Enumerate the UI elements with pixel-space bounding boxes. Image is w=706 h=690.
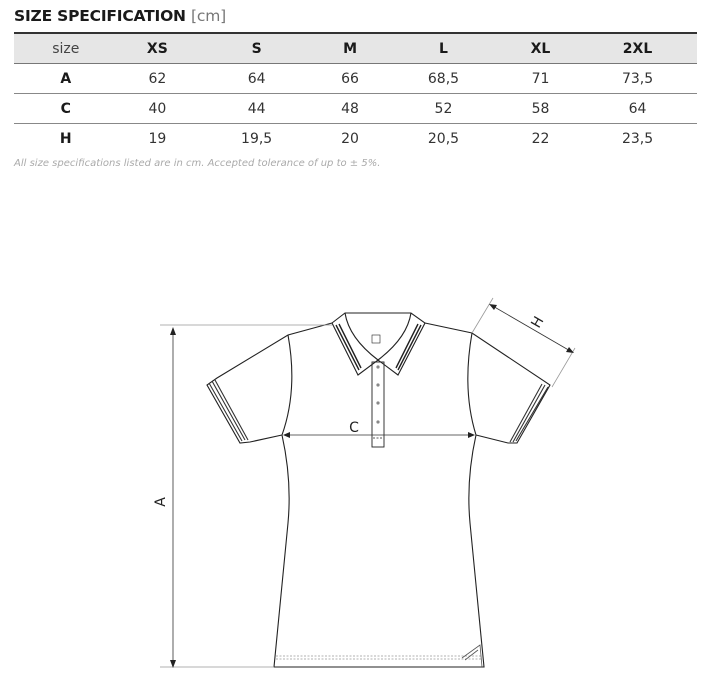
shirt-outline	[206, 312, 551, 668]
row-label: A	[60, 70, 72, 87]
table-row: H 19 19,5 20 20,5 22 23,5	[14, 123, 697, 154]
label-c: C	[349, 420, 359, 436]
cell: 22	[531, 130, 550, 147]
row-label: H	[59, 130, 72, 147]
tolerance-note: All size specifications listed are in cm…	[14, 158, 381, 169]
header-size: size	[52, 40, 80, 57]
cell: 23,5	[621, 130, 654, 147]
table-header-row: size XS S M L XL 2XL	[14, 33, 697, 64]
arrowheads	[170, 304, 574, 668]
cell: 48	[341, 100, 359, 117]
buttons	[376, 365, 380, 424]
cell: 19,5	[241, 130, 273, 147]
cell: 68,5	[427, 70, 460, 87]
title-unit: [cm]	[191, 7, 226, 25]
cell: 73,5	[621, 70, 654, 87]
cell: 64	[247, 70, 266, 87]
header-l: L	[439, 40, 448, 57]
label-a: A	[153, 497, 169, 507]
header-2xl: 2XL	[622, 40, 653, 57]
cell: 20,5	[427, 130, 460, 147]
cell: 62	[148, 70, 167, 87]
header-xs: XS	[146, 40, 168, 57]
cell: 66	[341, 70, 359, 87]
title-text: SIZE SPECIFICATION	[14, 7, 186, 25]
size-table: size XS S M L XL 2XL A 62 64 66 68,5 71 …	[14, 32, 697, 153]
header-s: S	[251, 40, 262, 57]
measurement-lines	[160, 297, 576, 668]
cell: 58	[531, 100, 550, 117]
cell: 19	[148, 130, 167, 147]
row-label: C	[60, 100, 71, 117]
cell: 64	[628, 100, 647, 117]
page-title: SIZE SPECIFICATION [cm]	[14, 7, 226, 25]
cell: 44	[247, 100, 266, 117]
header-xl: XL	[530, 40, 551, 57]
cell: 52	[434, 100, 453, 117]
header-m: M	[343, 40, 358, 57]
cell: 40	[148, 100, 167, 117]
table-row: C 40 44 48 52 58 64	[14, 93, 697, 124]
brand-label	[371, 334, 381, 344]
cell: 71	[531, 70, 550, 87]
table-row: A 62 64 66 68,5 71 73,5	[14, 63, 697, 94]
cell: 20	[341, 130, 359, 147]
